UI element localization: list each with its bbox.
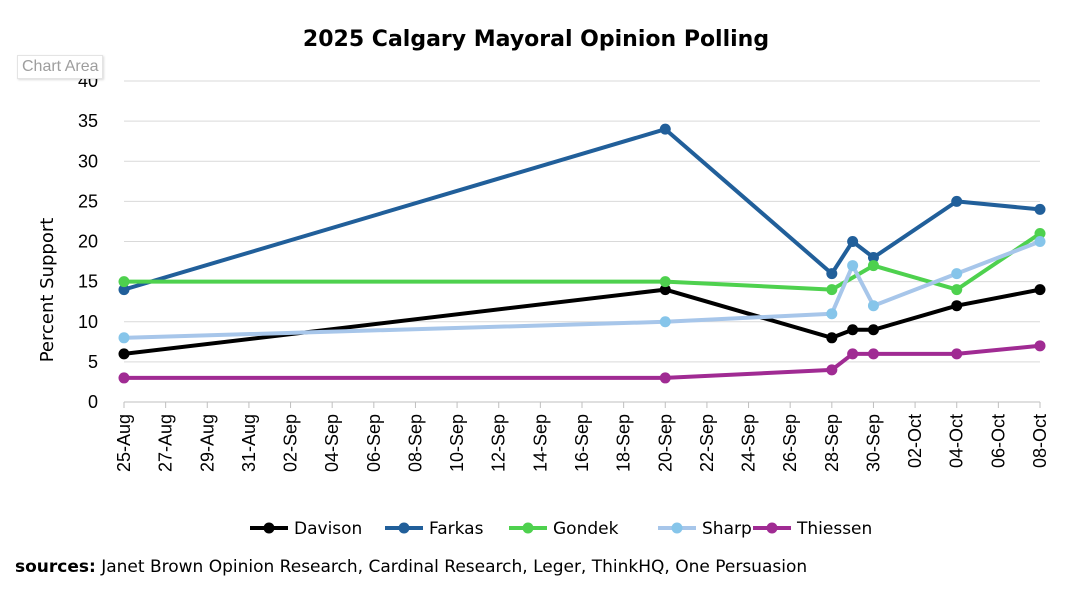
y-axis-label: Percent Support [37,218,58,363]
x-tick-label: 02-Sep [281,414,301,472]
data-point-thiessen [118,372,130,384]
legend-swatch-marker [522,522,534,534]
x-tick-label: 28-Sep [822,414,842,472]
x-tick-label: 27-Aug [156,414,176,472]
data-point-gondek [118,276,130,288]
x-tick-label: 02-Oct [905,414,925,468]
data-point-gondek [951,284,963,296]
series-gondek [118,227,1046,296]
legend-swatch-marker [766,522,778,534]
series-line-farkas [122,127,1042,292]
legend-label: Thiessen [796,519,872,539]
legend-label: Gondek [553,519,619,539]
legend-swatch-marker [671,522,683,534]
data-point-sharp [1034,236,1046,247]
data-point-farkas [118,284,130,296]
x-tick-label: 30-Sep [863,414,883,472]
data-point-thiessen [659,372,671,384]
data-point-sharp [118,332,130,344]
data-point-farkas [951,195,963,207]
data-point-farkas [826,268,838,280]
legend-item-farkas: Farkas [385,519,484,539]
data-point-davison [1034,284,1046,296]
data-point-thiessen [826,364,838,376]
data-point-sharp [951,268,963,280]
series-sharp [118,236,1046,344]
legend-item-davison: Davison [250,519,362,539]
x-tick-label: 06-Sep [364,414,384,472]
x-tick-label: 12-Sep [489,414,509,472]
x-tick-label: 04-Sep [322,414,342,472]
y-tick-label: 5 [88,352,98,372]
chart-title: 2025 Calgary Mayoral Opinion Polling [303,27,769,52]
data-point-gondek [659,276,671,288]
data-point-gondek [1034,227,1046,239]
series-group [118,123,1046,384]
data-point-davison [951,300,963,312]
y-tick-label: 10 [78,312,98,332]
data-point-sharp [826,308,838,320]
data-point-sharp [867,300,879,312]
legend-item-sharp: Sharp [658,519,752,539]
data-point-thiessen [867,348,879,360]
series-line-gondek [122,231,1042,292]
chart-area-tooltip: Chart Area [17,55,104,79]
x-tick-label: 08-Sep [405,414,425,472]
source-label: sources: [15,557,96,577]
series-farkas [118,123,1046,296]
source-note: sources: Janet Brown Opinion Research, C… [15,557,807,577]
source-text: Janet Brown Opinion Research, Cardinal R… [95,557,808,577]
x-tick-label: 22-Sep [697,414,717,472]
legend-item-thiessen: Thiessen [753,519,872,539]
data-point-farkas [1034,203,1046,215]
data-point-davison [867,324,879,336]
data-point-farkas [867,252,879,264]
x-tick-label: 16-Sep [572,414,592,472]
x-tick-label: 18-Sep [614,414,634,472]
legend-swatch-marker [263,522,275,534]
legend-item-gondek: Gondek [509,519,619,539]
x-tick-label: 06-Oct [988,414,1008,468]
data-point-davison [826,332,838,344]
x-axis: 25-Aug 27-Aug 29-Aug 31-Aug 02-Sep 04-Sep 06-S… [114,402,1050,472]
data-point-farkas [659,123,671,135]
x-tick-label: 10-Sep [447,414,467,472]
y-tick-label: 20 [78,232,98,252]
y-tick-label: 35 [78,111,98,131]
data-point-farkas [847,236,859,247]
series-davison [118,284,1046,360]
data-point-gondek [867,260,879,272]
x-tick-label: 14-Sep [530,414,550,472]
legend: Davison Farkas Gondek Sharp Thiessen [250,519,872,539]
data-point-gondek [826,284,838,296]
x-tick-label: 31-Aug [239,414,259,472]
x-tick-label: 08-Oct [1030,414,1050,468]
data-point-davison [847,324,859,336]
data-point-thiessen [847,348,859,360]
legend-swatch-marker [398,522,410,534]
y-tick-label: 0 [88,392,98,412]
x-tick-label: 25-Aug [114,414,134,472]
y-tick-label: 15 [78,272,98,292]
data-point-sharp [659,316,671,328]
data-point-thiessen [951,348,963,360]
x-tick-label: 29-Aug [197,414,217,472]
x-tick-label: 26-Sep [780,414,800,472]
legend-label: Davison [294,519,362,539]
x-tick-label: 24-Sep [739,414,759,472]
data-point-sharp [847,260,859,272]
legend-label: Sharp [702,519,752,539]
data-point-davison [118,348,130,360]
series-thiessen [118,340,1046,384]
y-tick-label: 30 [78,151,98,171]
data-point-thiessen [1034,340,1046,352]
data-point-davison [659,284,671,296]
legend-label: Farkas [429,519,484,539]
x-tick-label: 20-Sep [655,414,675,472]
y-tick-label: 25 [78,191,98,211]
x-tick-label: 04-Oct [947,414,967,468]
